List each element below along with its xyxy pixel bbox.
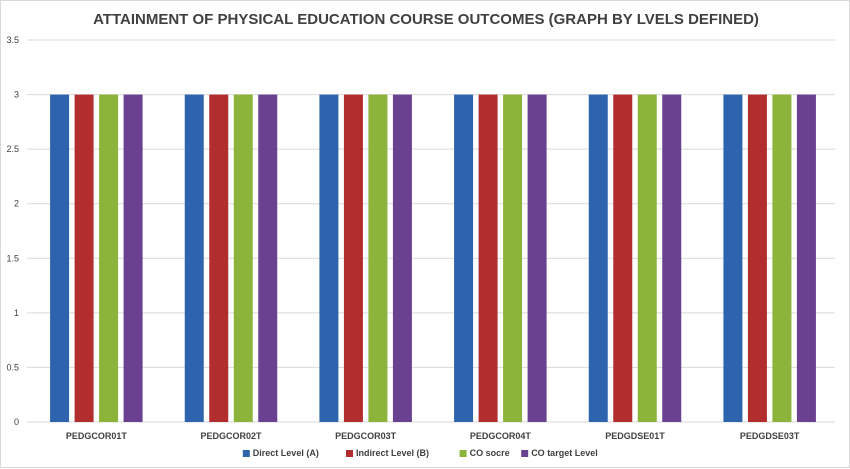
- bar: [527, 94, 547, 423]
- y-tick-label: 1: [14, 308, 19, 318]
- x-category-label: PEDGCOR04T: [470, 431, 532, 441]
- x-category-label: PEDGDSE03T: [740, 431, 800, 441]
- x-axis-categories: PEDGCOR01T PEDGCOR02T PEDGCOR03T PEDGCOR04T…: [66, 431, 800, 441]
- bar: [368, 94, 388, 423]
- legend-swatch: [459, 450, 467, 457]
- bar: [637, 94, 657, 423]
- bar: [796, 94, 816, 423]
- y-tick-label: 3: [14, 90, 19, 100]
- chart-title: ATTAINMENT OF PHYSICAL EDUCATION COURSE …: [93, 11, 759, 28]
- bar: [662, 94, 682, 423]
- bar: [99, 94, 119, 423]
- bar: [123, 94, 143, 423]
- bar: [319, 94, 339, 423]
- y-tick-label: 3.5: [6, 35, 19, 45]
- legend-label: Direct Level (A): [253, 448, 319, 458]
- bar: [184, 94, 204, 423]
- x-category-label: PEDGDSE01T: [605, 431, 665, 441]
- bar: [772, 94, 792, 423]
- y-axis-ticks: 0 0.5 1 1.5 2 2.5 3 3.5: [6, 35, 19, 427]
- bar: [613, 94, 633, 423]
- legend-swatch: [521, 450, 529, 457]
- x-category-label: PEDGCOR02T: [200, 431, 262, 441]
- bar: [454, 94, 474, 423]
- x-category-label: PEDGCOR03T: [335, 431, 397, 441]
- bars: [50, 94, 816, 423]
- bar: [343, 94, 363, 423]
- y-tick-label: 1.5: [6, 253, 19, 263]
- gridlines: [27, 39, 835, 423]
- y-tick-label: 0.5: [6, 362, 19, 372]
- legend-label: CO socre: [470, 448, 510, 458]
- y-tick-label: 0: [14, 417, 19, 427]
- legend-swatch: [242, 450, 250, 457]
- legend-label: CO target Level: [531, 448, 598, 458]
- bar: [478, 94, 498, 423]
- y-tick-label: 2: [14, 199, 19, 209]
- y-tick-label: 2.5: [6, 144, 19, 154]
- bar: [74, 94, 94, 423]
- legend-swatch: [346, 450, 353, 457]
- bar: [723, 94, 743, 423]
- bar: [503, 94, 523, 423]
- bar: [209, 94, 229, 423]
- x-category-label: PEDGCOR01T: [66, 431, 128, 441]
- bar: [258, 94, 278, 423]
- legend-label: Indirect Level (B): [356, 448, 429, 458]
- legend: Direct Level (A) Indirect Level (B) CO soc…: [242, 448, 598, 458]
- bar: [588, 94, 608, 423]
- bar: [50, 94, 70, 423]
- bar: [747, 94, 767, 423]
- bar: [392, 94, 412, 423]
- bar: [233, 94, 253, 423]
